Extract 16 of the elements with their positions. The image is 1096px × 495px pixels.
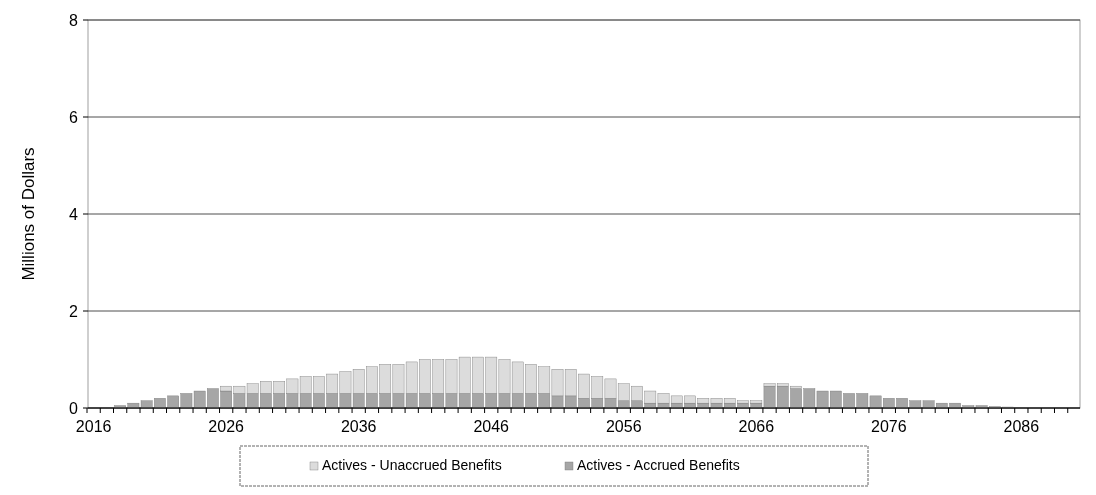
y-tick-label: 0 — [69, 399, 79, 417]
x-tick-label: 2046 — [473, 418, 510, 435]
x-tick-label: 2016 — [75, 418, 112, 435]
x-tick-label: 2036 — [340, 418, 377, 435]
x-tick-label: 2056 — [605, 418, 642, 435]
x-tick-label: 2086 — [1003, 418, 1040, 435]
y-tick-label: 6 — [69, 108, 79, 126]
x-tick-label: 2066 — [738, 418, 775, 435]
y-tick-label: 2 — [69, 302, 79, 320]
legend-label: Actives - Unaccrued Benefits — [322, 457, 502, 473]
y-axis-title: Millions of Dollars — [19, 147, 38, 281]
y-tick-label: 4 — [69, 205, 79, 223]
x-tick-label: 2076 — [871, 418, 907, 435]
legend-label: Actives - Accrued Benefits — [577, 457, 740, 473]
x-tick-label: 2026 — [208, 418, 245, 435]
y-tick-label: 8 — [69, 11, 79, 29]
